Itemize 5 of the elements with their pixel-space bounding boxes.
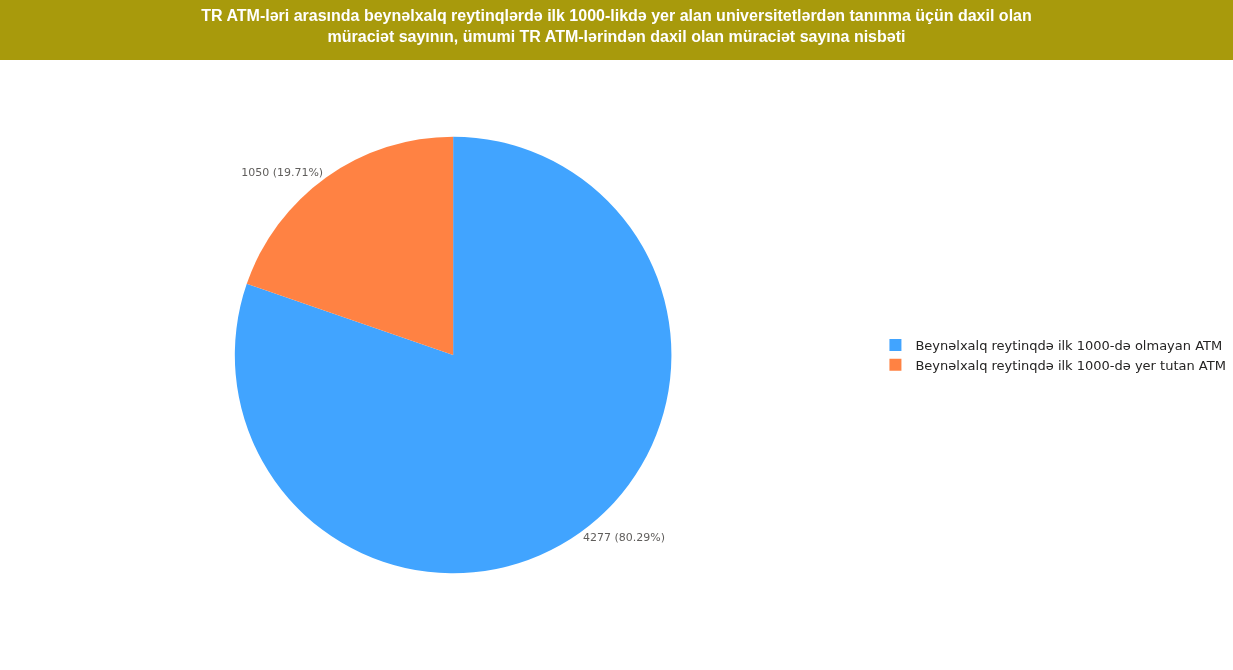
legend-label: Beynəlxalq reytinqdə ilk 1000-də yer tutan ATM [915, 357, 1226, 373]
data-label: 4277 (80.29%) [583, 530, 666, 544]
chart-title: TR ATM-ləri arasında beynəlxalq reytinqlərdə ilk 1000-likdə yer alan universitetlərdən tanınma üçün daxil olan müraciət sayının, ümumi TR ATM-lərindən daxil olan müraciət sayına nisbəti [201, 7, 1032, 46]
data-label: 1050 (19.71%) [241, 166, 324, 180]
legend-label: Beynəlxalq reytinqdə ilk 1000-də olmayan ATM [915, 338, 1223, 354]
